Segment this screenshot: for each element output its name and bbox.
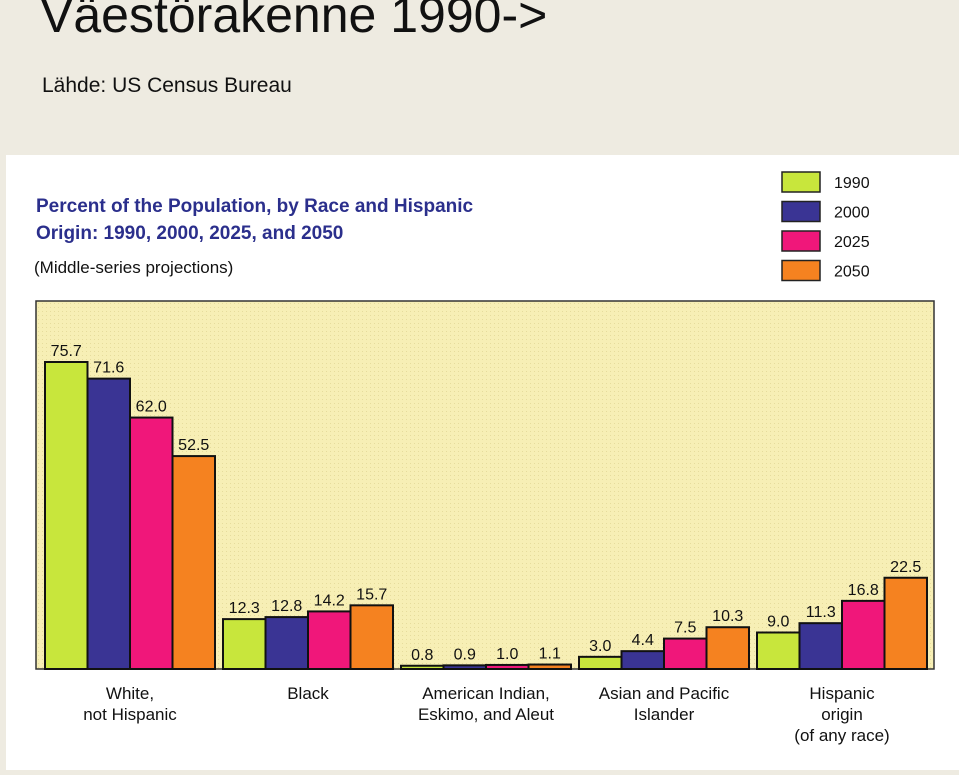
bar-1990	[756, 631, 801, 671]
bar-2025	[663, 637, 708, 671]
category-label: origin	[821, 705, 863, 724]
value-label: 0.8	[411, 647, 433, 664]
bar-2000	[798, 622, 843, 671]
legend-swatch	[781, 259, 821, 282]
bar-2050	[171, 455, 216, 670]
chart-note: (Middle-series projections)	[34, 258, 233, 277]
value-label: 75.7	[51, 343, 82, 360]
chart-title-line: Origin: 1990, 2000, 2025, and 2050	[36, 223, 343, 244]
slide-subtitle: Lähde: US Census Bureau	[42, 74, 292, 97]
legend-label: 2050	[834, 264, 870, 281]
category-label: Asian and Pacific	[599, 684, 730, 703]
bar-1990	[44, 361, 89, 670]
legend-swatch	[781, 230, 821, 252]
bar-2025	[129, 416, 174, 671]
chart-image-panel: Percent of the Population, by Race and H…	[6, 155, 959, 770]
population-bar-chart: Percent of the Population, by Race and H…	[34, 171, 935, 745]
category-label: White,	[106, 684, 154, 703]
category-label: Eskimo, and Aleut	[418, 705, 554, 724]
bar-2000	[620, 650, 665, 671]
value-label: 0.9	[454, 646, 476, 663]
value-label: 4.4	[632, 632, 654, 649]
bar-2050	[349, 604, 394, 670]
value-label: 62.0	[136, 399, 167, 416]
legend-swatch	[781, 171, 821, 193]
bar-2025	[307, 610, 352, 670]
bar-2050	[705, 626, 750, 671]
value-label: 1.1	[539, 646, 561, 663]
slide-title: Väestörakenne 1990->	[40, 0, 548, 43]
category-label: Hispanic	[809, 684, 875, 703]
value-label: 12.8	[271, 598, 302, 615]
bar-1990	[578, 655, 623, 671]
legend-label: 2000	[834, 205, 870, 222]
value-label: 22.5	[890, 559, 921, 576]
value-label: 9.0	[767, 614, 789, 631]
legend-label: 2025	[834, 234, 870, 251]
value-label: 7.5	[674, 620, 696, 637]
bar-1990	[222, 618, 267, 671]
bar-2000	[86, 377, 131, 670]
chart-title-line: Percent of the Population, by Race and H…	[36, 196, 474, 217]
category-label: (of any race)	[794, 726, 889, 745]
value-label: 14.2	[314, 592, 345, 609]
bar-2025	[485, 663, 530, 671]
category-label: Islander	[634, 705, 695, 724]
bar-2025	[841, 599, 886, 670]
value-label: 15.7	[356, 586, 387, 603]
value-label: 3.0	[589, 638, 611, 655]
legend-label: 1990	[834, 175, 870, 192]
value-label: 52.5	[178, 437, 209, 454]
bar-2050	[883, 576, 928, 670]
legend-swatch	[781, 200, 821, 223]
bar-2050	[527, 663, 572, 671]
bar-1990	[400, 664, 445, 671]
value-label: 16.8	[848, 582, 879, 599]
value-label: 12.3	[229, 600, 260, 617]
value-label: 71.6	[93, 360, 124, 377]
value-label: 11.3	[806, 604, 836, 621]
value-label: 10.3	[712, 608, 743, 625]
category-label: American Indian,	[422, 684, 550, 703]
bar-2000	[264, 616, 309, 670]
value-label: 1.0	[496, 646, 518, 663]
category-label: Black	[287, 684, 329, 703]
bar-2000	[442, 664, 487, 671]
category-label: not Hispanic	[83, 705, 177, 724]
